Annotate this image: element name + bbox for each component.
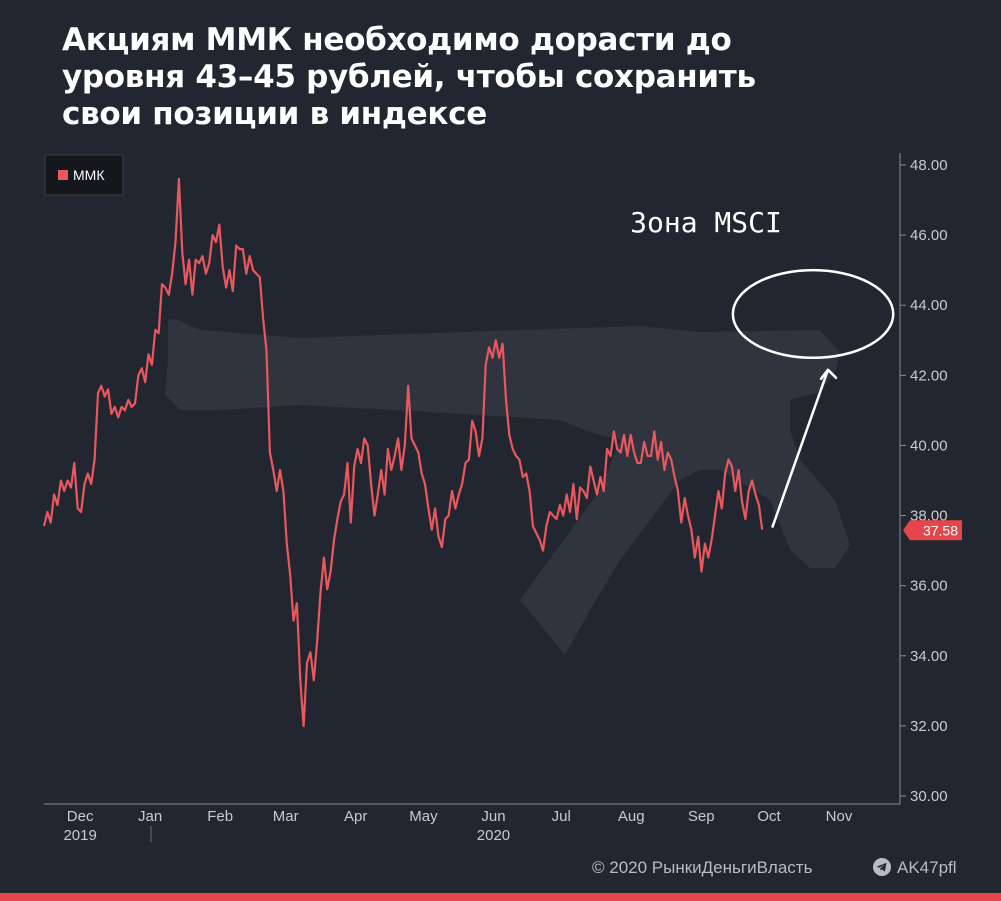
chart-title: Акциям ММК необходимо дорасти до уровня … [62,22,942,133]
x-tick-label: Jul [552,808,571,825]
y-tick-label: 48.00 [910,157,948,174]
x-year-label: 2019 [63,827,96,844]
x-tick-label: Aug [618,808,645,825]
last-price-box [903,520,962,541]
chart-title-line-3: свои позиции в индексе [62,96,487,132]
y-tick-label: 42.00 [910,367,948,384]
y-tick-label: 46.00 [910,227,948,244]
msci-zone-ellipse [731,268,895,360]
footer-copyright: © 2020 РынкиДеньгиВласть [592,858,813,877]
legend: ММК [44,154,124,196]
x-tick-label: Mar [273,808,299,825]
msci-arrowhead-icon [819,368,838,381]
msci-arrow [771,369,830,528]
legend-label-mmk: ММК [73,167,105,183]
last-price-label: 37.58 [923,522,958,538]
x-axis: Dec Jan Feb Mar Apr May Jun Jul Aug Sep Oct Nov 2019… [63,808,852,844]
x-tick-label: Dec [67,808,94,825]
y-tick-label: 36.00 [910,578,948,595]
legend-swatch [58,170,68,180]
x-tick-label: Nov [826,808,853,825]
last-price-marker: 37.58 [903,520,962,541]
footer-brand-label: AK47pfl [897,858,957,877]
msci-zone: Зона MSCI [630,206,895,528]
footer-brand: AK47pfl [872,858,957,878]
telegram-icon [873,858,891,876]
x-tick-label: Jun [481,808,505,825]
x-tick-label: Oct [757,808,781,825]
chart-title-line-2: уровня 43–45 рублей, чтобы сохранить [62,59,756,95]
x-year-label: 2020 [477,827,510,844]
msci-zone-label: Зона MSCI [630,206,782,239]
x-tick-label: May [409,808,438,825]
y-tick-label: 44.00 [910,297,948,314]
watermark-rifle-icon [165,319,850,655]
x-tick-label: Feb [207,808,233,825]
x-tick-label: Apr [344,808,367,825]
y-tick-label: 30.00 [910,788,948,805]
y-axis: 30.0032.0034.0036.0038.0040.0042.0044.00… [900,157,948,805]
y-tick-label: 34.00 [910,648,948,665]
y-tick-label: 32.00 [910,718,948,735]
bottom-accent-bar [0,893,1001,901]
chart-title-line-1: Акциям ММК необходимо дорасти до [62,22,732,58]
y-tick-label: 40.00 [910,437,948,454]
x-tick-label: Jan [138,808,162,825]
series-line-mmk [42,177,764,728]
x-tick-label: Sep [688,808,715,825]
